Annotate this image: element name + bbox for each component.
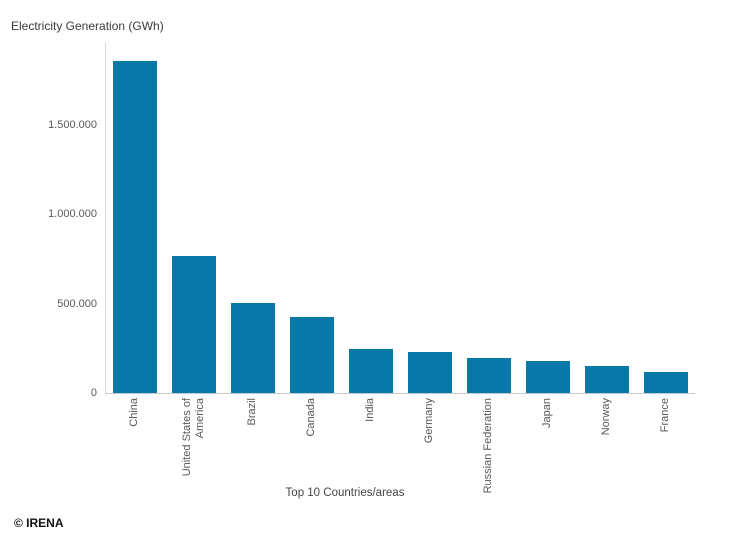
ytick-0: 0 bbox=[90, 387, 97, 399]
xtick-germany: Germany bbox=[423, 398, 435, 444]
xtick-france: France bbox=[659, 398, 671, 433]
chart-title: Electricity Generation (GWh) bbox=[11, 19, 164, 33]
bar-russian-federation[interactable] bbox=[466, 358, 511, 393]
xtick-india: India bbox=[364, 398, 376, 422]
bar-india[interactable] bbox=[348, 349, 393, 393]
ytick-1-500-000: 1.500.000 bbox=[48, 119, 97, 132]
bar-france[interactable] bbox=[643, 371, 688, 393]
x-axis-line bbox=[105, 393, 695, 394]
xtick-united-states-of-america: United States of America bbox=[180, 398, 206, 477]
xtick-japan: Japan bbox=[541, 398, 553, 428]
x-axis-title: Top 10 Countries/areas bbox=[285, 487, 405, 499]
ytick-500-000: 500.000 bbox=[57, 297, 97, 310]
xtick-norway: Norway bbox=[600, 398, 612, 436]
xtick-canada: Canada bbox=[305, 398, 317, 437]
copyright-credit: © IRENA bbox=[14, 516, 64, 530]
xtick-china: China bbox=[128, 398, 140, 427]
ytick-1-000-000: 1.000.000 bbox=[48, 208, 97, 221]
bar-germany[interactable] bbox=[407, 351, 452, 393]
xtick-brazil: Brazil bbox=[246, 398, 258, 426]
bar-united-states-of-america[interactable] bbox=[171, 256, 216, 393]
y-axis-line bbox=[105, 43, 106, 393]
bar-norway[interactable] bbox=[584, 366, 629, 393]
bar-japan[interactable] bbox=[525, 360, 570, 393]
xtick-russian-federation: Russian Federation bbox=[482, 398, 494, 494]
bar-canada[interactable] bbox=[289, 317, 334, 393]
bar-brazil[interactable] bbox=[230, 302, 275, 393]
bar-china[interactable] bbox=[112, 60, 157, 393]
